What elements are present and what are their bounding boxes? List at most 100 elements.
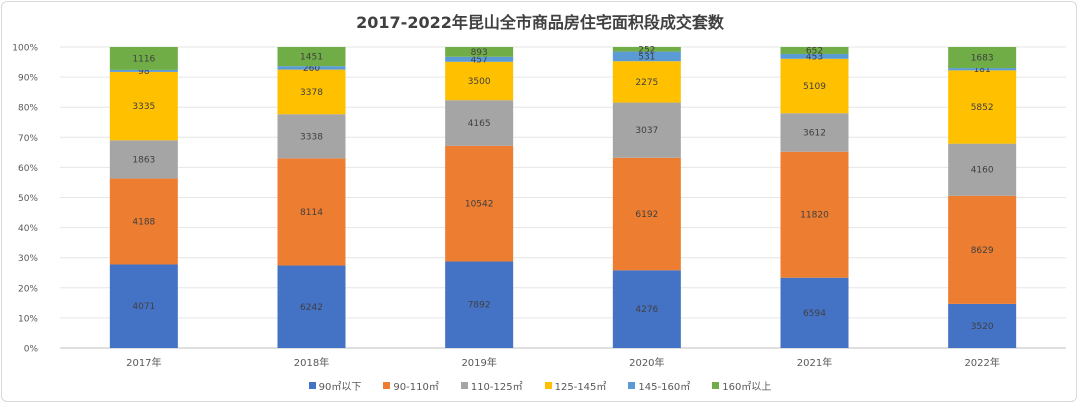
data-label: 893 (471, 48, 488, 58)
legend-item: 125-145㎡ (544, 378, 607, 393)
legend-label: 125-145㎡ (554, 382, 607, 393)
data-label: 260 (303, 64, 320, 74)
x-tick-label: 2022年 (964, 356, 999, 369)
bar-segment (277, 114, 346, 159)
data-label: 1683 (971, 54, 994, 64)
bar-segment (948, 68, 1017, 71)
data-label: 6192 (635, 210, 658, 220)
bar-segment (612, 270, 681, 348)
bar-segment (277, 69, 346, 115)
bar-segment (109, 264, 178, 348)
y-tick-label: 80% (18, 104, 38, 114)
legend-label: 145-160㎡ (638, 382, 691, 393)
data-label: 5109 (803, 82, 826, 92)
legend-swatch (460, 382, 468, 389)
data-label: 252 (638, 45, 655, 55)
data-label: 3335 (132, 102, 155, 112)
y-tick-label: 0% (24, 345, 39, 355)
bar-segment (109, 140, 178, 179)
bar-segment (780, 58, 849, 114)
legend-swatch (544, 382, 552, 389)
bar-segment (109, 71, 178, 141)
bar-segment (948, 303, 1017, 348)
x-tick-label: 2019年 (461, 356, 496, 369)
data-label: 4165 (468, 119, 491, 129)
legend-item: 90-110㎡ (383, 378, 439, 393)
bar-segment (948, 143, 1017, 196)
bar-segment (780, 113, 849, 152)
y-tick-label: 10% (18, 314, 38, 324)
data-label: 11820 (800, 211, 829, 221)
data-label: 181 (974, 65, 991, 75)
data-label: 4160 (971, 166, 994, 176)
bar-segment (445, 47, 514, 57)
data-label: 4188 (132, 218, 155, 228)
y-tick-label: 40% (18, 224, 38, 234)
bar-segment (948, 195, 1017, 304)
bar-segment (277, 47, 346, 67)
bar-segment (445, 61, 514, 101)
bar-segment (612, 61, 681, 103)
bar-segment (277, 265, 346, 348)
data-label: 4071 (132, 302, 155, 312)
data-label: 457 (471, 55, 488, 65)
legend-label: 90㎡以下 (318, 382, 362, 393)
x-tick-label: 2018年 (294, 356, 329, 369)
bar-segment (948, 70, 1017, 144)
y-tick-label: 100% (12, 44, 38, 54)
legend-label: 90-110㎡ (393, 382, 439, 393)
data-label: 5852 (971, 103, 994, 113)
y-tick-label: 50% (18, 194, 38, 204)
y-tick-label: 90% (18, 74, 38, 84)
data-label: 6242 (300, 303, 323, 313)
bar-segment (109, 178, 178, 265)
data-label: 3378 (300, 88, 323, 98)
y-tick-label: 70% (18, 134, 38, 144)
x-tick-label: 2021年 (797, 356, 832, 369)
legend-item: 160㎡以上 (712, 378, 771, 393)
y-tick-label: 20% (18, 284, 38, 294)
bar-segment (445, 100, 514, 146)
bar-segment (612, 51, 681, 62)
y-tick-label: 60% (18, 164, 38, 174)
bar-segment (445, 145, 514, 262)
data-label: 3520 (971, 322, 994, 332)
legend-swatch (383, 382, 391, 389)
bar-segment (780, 151, 849, 278)
data-label: 8114 (300, 208, 323, 218)
bar-segment (780, 47, 849, 54)
data-label: 531 (638, 52, 655, 62)
legend: 90㎡以下 90-110㎡ 110-125㎡ 125-145㎡ 145-160㎡ 160㎡… (0, 378, 1080, 393)
data-label: 3338 (300, 132, 323, 142)
legend-item: 110-125㎡ (460, 378, 523, 393)
data-label: 1451 (300, 53, 323, 63)
bar-segment (109, 47, 178, 70)
legend-swatch (308, 382, 316, 389)
legend-swatch (712, 382, 720, 389)
data-label: 4276 (635, 305, 658, 315)
y-tick-label: 30% (18, 254, 38, 264)
legend-item: 90㎡以下 (308, 378, 362, 393)
data-label: 10542 (465, 200, 494, 210)
legend-label: 110-125㎡ (470, 382, 523, 393)
data-label: 6594 (803, 309, 826, 319)
data-label: 1116 (132, 54, 155, 64)
bar-segment (612, 47, 681, 52)
data-label: 3037 (635, 126, 658, 136)
chart-title: 2017-2022年昆山全市商品房住宅面积段成交套数 (356, 13, 724, 32)
bar-segment (780, 277, 849, 348)
data-label: 3612 (803, 128, 826, 138)
bar-segment (612, 157, 681, 271)
bar-segment (780, 53, 849, 59)
data-label: 2275 (635, 78, 658, 88)
data-label: 3500 (468, 77, 491, 87)
bar-segment (277, 158, 346, 266)
x-tick-label: 2017年 (126, 356, 161, 369)
legend-swatch (628, 382, 636, 389)
data-label: 98 (138, 67, 150, 77)
legend-label: 160㎡以上 (722, 382, 772, 393)
data-label: 7892 (468, 301, 491, 311)
legend-item: 145-160㎡ (628, 378, 690, 393)
